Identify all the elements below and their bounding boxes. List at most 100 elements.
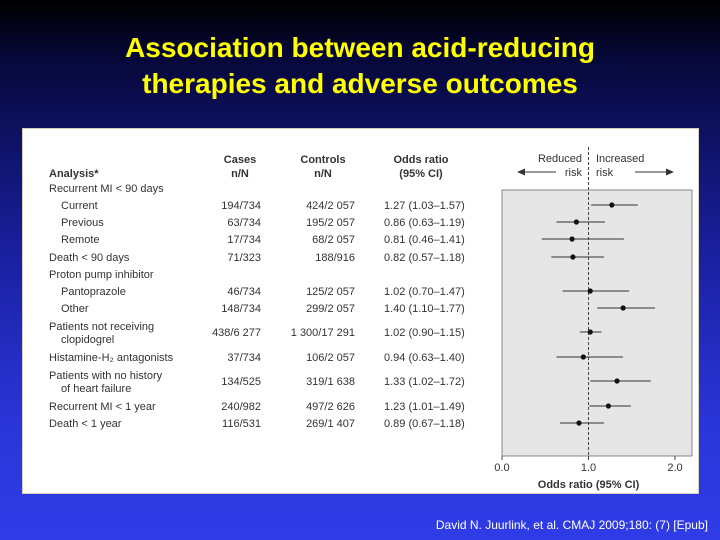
odds-ratio-value: 0.94 (0.63–1.40) [384,352,465,364]
header-cases-line2: n/N [231,168,249,180]
table-row: Remote 17/734 68/2 057 0.81 (0.46–1.41) [61,234,465,246]
odds-ratio-value: 0.86 (0.63–1.19) [384,217,465,229]
data-point [556,219,605,225]
row-label: Recurrent MI < 90 days [49,183,164,195]
table-row: Recurrent MI < 1 year 240/982 497/2 626 1.2… [49,401,465,413]
reduced-risk-label-line2: risk [565,167,583,179]
slide-title-line2: therapies and adverse outcomes [142,68,578,99]
data-point [551,254,605,260]
reduced-risk-label-line1: Reduced [538,153,582,165]
row-label: Death < 1 year [49,418,122,430]
header-cases-line1: Cases [224,154,256,166]
point-estimate [573,219,579,225]
row-label: Patients not receiving [49,321,154,333]
cases-value: 46/734 [227,286,261,298]
row-label: Remote [61,234,100,246]
controls-value: 1 300/17 291 [291,327,355,339]
odds-ratio-value: 1.02 (0.90–1.15) [384,327,465,339]
point-estimate [570,254,576,260]
x-axis-label: Odds ratio (95% CI) [538,479,640,491]
row-label: Histamine-H₂ antagonists [49,352,174,364]
point-estimate [580,354,586,360]
point-estimate [614,378,620,384]
slide-title: Association between acid-reducing therap… [0,30,720,102]
cases-value: 116/531 [222,418,261,430]
left-arrow-icon [517,168,556,176]
table-row: Previous 63/734 195/2 057 0.86 (0.63–1.19) [61,217,465,229]
point-estimate [569,236,575,242]
data-point [597,305,656,311]
cases-value: 71/323 [227,252,261,264]
citation: David N. Juurlink, et al. CMAJ 2009;180:… [435,518,708,532]
odds-ratio-value: 1.27 (1.03–1.57) [384,200,465,212]
table-row: Recurrent MI < 90 days [49,183,164,195]
forest-plot-panel: Analysis* Cases n/N Controls n/N Odds ra… [22,128,699,494]
row-label: Other [61,303,89,315]
right-arrow-icon [635,168,674,176]
data-point [590,378,651,384]
data-point [591,202,638,208]
header-analysis: Analysis* [49,168,99,180]
table-row: Proton pump inhibitor [49,269,154,281]
data-point [589,403,631,409]
x-tick-label: 2.0 [667,462,682,474]
odds-ratio-value: 1.40 (1.10–1.77) [384,303,465,315]
row-label: Proton pump inhibitor [49,269,154,281]
point-estimate [587,288,593,294]
controls-value: 125/2 057 [306,286,355,298]
odds-ratio-value: 1.33 (1.02–1.72) [384,376,465,388]
table-row: Other 148/734 299/2 057 1.40 (1.10–1.77) [61,303,465,315]
odds-ratio-value: 1.23 (1.01–1.49) [384,401,465,413]
plot-marks: 0.0 1.0 2.0 Odds ratio (95% CI) [494,147,683,491]
cases-value: 194/734 [221,200,261,212]
cases-value: 134/525 [221,376,261,388]
odds-ratio-value: 0.82 (0.57–1.18) [384,252,465,264]
controls-value: 497/2 626 [306,401,355,413]
data-point [556,354,624,360]
odds-ratio-value: 1.02 (0.70–1.47) [384,286,465,298]
table-row: Pantoprazole 46/734 125/2 057 1.02 (0.70–1.… [61,286,465,298]
plot-area [501,189,693,457]
cases-value: 240/982 [221,401,261,413]
slide-title-line1: Association between acid-reducing [125,32,595,63]
cases-value: 438/6 277 [212,327,261,339]
table-rows: Recurrent MI < 90 days Current 194/734 424/… [49,183,465,430]
header-or-line1: Odds ratio [393,154,448,166]
cases-value: 148/734 [221,303,261,315]
header-or-line2: (95% CI) [399,168,443,180]
data-point [559,420,605,426]
controls-value: 424/2 057 [306,200,355,212]
odds-ratio-value: 0.81 (0.46–1.41) [384,234,465,246]
row-label: Death < 90 days [49,252,130,264]
controls-value: 195/2 057 [306,217,355,229]
controls-value: 319/1 638 [306,376,355,388]
table-row: Death < 90 days 71/323 188/916 0.82 (0.57–1… [49,252,465,264]
increased-risk-label-line1: Increased [596,153,644,165]
controls-value: 68/2 057 [312,234,355,246]
cases-value: 37/734 [227,352,261,364]
forest-plot: Analysis* Cases n/N Controls n/N Odds ra… [49,147,693,491]
data-point [579,329,602,335]
x-tick-label: 1.0 [581,462,596,474]
controls-value: 299/2 057 [306,303,355,315]
point-estimate [620,305,626,311]
row-label: Patients with no history [49,370,163,382]
point-estimate [605,403,611,409]
cases-value: 17/734 [227,234,261,246]
table-row: Death < 1 year 116/531 269/1 407 0.89 (0.67… [49,418,465,430]
table-row: Current 194/734 424/2 057 1.27 (1.03–1.57) [61,200,465,212]
controls-value: 106/2 057 [306,352,355,364]
header-controls-line2: n/N [314,168,332,180]
point-estimate [609,202,615,208]
row-label: Previous [61,217,104,229]
header-controls-line1: Controls [300,154,345,166]
row-label: Recurrent MI < 1 year [49,401,156,413]
table-row: Histamine-H₂ antagonists 37/734 106/2 057 0… [49,352,465,364]
controls-value: 269/1 407 [306,418,355,430]
row-label: Current [61,200,98,212]
point-estimate [587,329,593,335]
point-estimate [576,420,582,426]
data-point [562,288,630,294]
